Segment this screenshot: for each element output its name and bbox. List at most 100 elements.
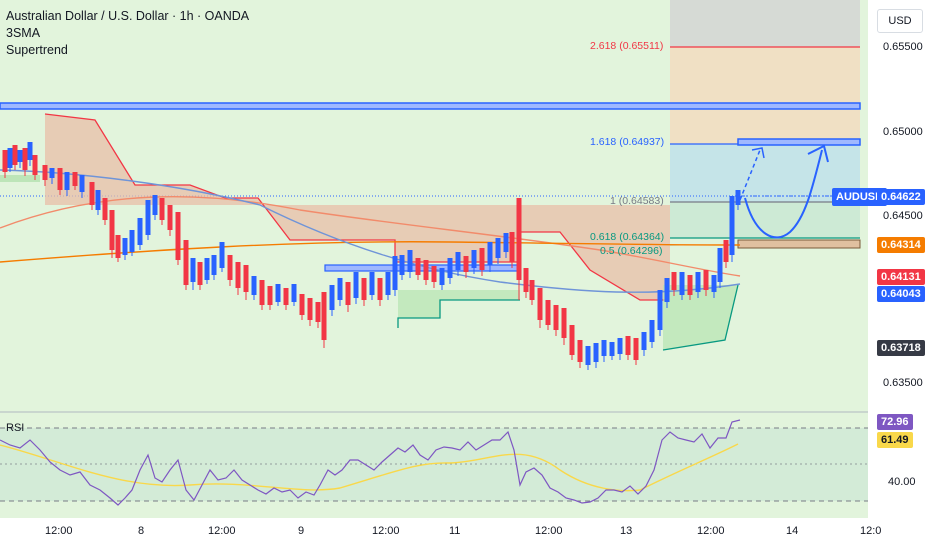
candlestick <box>137 218 143 245</box>
rsi-line <box>0 419 741 506</box>
candlestick <box>455 252 461 270</box>
candlestick <box>315 302 321 322</box>
candlestick <box>204 258 210 280</box>
candlestick <box>190 258 196 282</box>
rsi-pane-title[interactable]: RSI <box>6 422 25 434</box>
rsi-ma-line <box>0 443 739 492</box>
fib-level-label: 0.618 (0.64364) <box>590 231 665 243</box>
candlestick <box>12 145 18 165</box>
candlestick <box>72 172 78 186</box>
rsi-ma-value-tag: 61.49 <box>877 432 913 448</box>
candlestick <box>649 320 655 342</box>
time-axis-panel <box>0 518 868 550</box>
fib-zone <box>670 202 860 238</box>
price-axis-label: 0.65000 <box>883 126 923 138</box>
candlestick <box>219 242 225 268</box>
candlestick <box>211 255 217 275</box>
candlestick <box>291 284 297 302</box>
rsi-value-tag: 72.96 <box>877 414 913 430</box>
projection-curve-head <box>807 144 829 163</box>
candlestick <box>259 280 265 305</box>
candlestick <box>471 250 477 268</box>
price-axis-label: 0.64500 <box>883 210 923 222</box>
target-zone <box>737 138 861 146</box>
time-axis-label: 13 <box>620 525 633 537</box>
symbol-price-tag: AUDUSD <box>832 188 888 206</box>
time-axis-label: 9 <box>298 525 305 537</box>
candlestick <box>529 280 535 300</box>
time-axis-label: 12:00 <box>45 525 73 537</box>
candlestick <box>7 148 13 168</box>
time-axis-label: 12:00 <box>372 525 400 537</box>
resistance-zone <box>0 102 861 110</box>
supertrend-line <box>520 231 668 301</box>
candlestick <box>175 212 181 260</box>
candlestick <box>275 284 281 302</box>
candlestick <box>523 268 529 292</box>
candlestick <box>729 196 735 255</box>
candlestick <box>516 198 522 280</box>
price-tag-supertrend: 0.63718 <box>877 340 925 356</box>
candlestick <box>609 342 615 356</box>
candlestick <box>385 272 391 295</box>
rsi-axis-label: 40.00 <box>888 476 916 488</box>
candlestick <box>102 198 108 220</box>
time-axis-label: 12:00 <box>208 525 236 537</box>
candlestick <box>687 275 693 295</box>
projection-arrow <box>739 149 761 201</box>
projection-arrow-head <box>751 147 765 159</box>
candlestick <box>487 242 493 265</box>
candlestick <box>27 142 33 160</box>
candlestick <box>227 255 233 280</box>
candlestick <box>64 172 70 190</box>
last-price-tag: 0.64622 <box>877 189 925 205</box>
candlestick <box>345 282 351 305</box>
rsi-band <box>0 428 868 501</box>
indicator-sma-label[interactable]: 3SMA <box>6 26 41 40</box>
sma-line <box>0 196 741 277</box>
candlestick <box>664 278 670 302</box>
candlestick <box>407 250 413 272</box>
candlestick <box>299 294 305 315</box>
indicator-supertrend-label[interactable]: Supertrend <box>6 43 68 57</box>
candlestick <box>235 262 241 288</box>
fib-level-label: 2.618 (0.65511) <box>590 40 664 52</box>
candlestick <box>439 268 445 285</box>
candlestick <box>735 190 741 205</box>
fib-level-label: 1.618 (0.64937) <box>590 136 665 148</box>
candlestick <box>109 210 115 250</box>
candlestick <box>585 346 591 365</box>
symbol-title[interactable]: Australian Dollar / U.S. Dollar · 1h · O… <box>6 9 250 23</box>
candlestick <box>197 262 203 285</box>
currency-button[interactable]: USD <box>877 9 923 33</box>
candlestick <box>145 200 151 235</box>
candlestick <box>657 290 663 330</box>
candlestick <box>415 258 421 275</box>
supertrend-line <box>397 299 520 328</box>
candlestick <box>679 272 685 295</box>
candlestick <box>593 343 599 362</box>
time-axis-label: 12:00 <box>697 525 725 537</box>
candlestick <box>32 155 38 175</box>
supertrend-line <box>662 284 739 351</box>
sma-line <box>0 241 741 263</box>
fib-level-label: 1 (0.64583) <box>610 195 664 207</box>
candlestick <box>369 272 375 295</box>
candlestick <box>601 340 607 356</box>
candlestick <box>399 255 405 275</box>
price-tag-sma: 0.64131 <box>877 269 925 285</box>
time-axis-label: 12:0 <box>860 525 882 537</box>
candlestick <box>17 150 23 162</box>
candlestick <box>122 238 128 255</box>
candlestick <box>167 205 173 230</box>
candlestick <box>129 230 135 252</box>
candlestick <box>509 232 515 262</box>
time-axis-label: 11 <box>449 525 461 537</box>
candlestick <box>717 248 723 282</box>
candlestick <box>89 182 95 205</box>
time-axis-label: 14 <box>786 525 799 537</box>
candlestick <box>392 256 398 290</box>
candlestick <box>152 195 158 215</box>
fib-zone <box>670 144 860 202</box>
